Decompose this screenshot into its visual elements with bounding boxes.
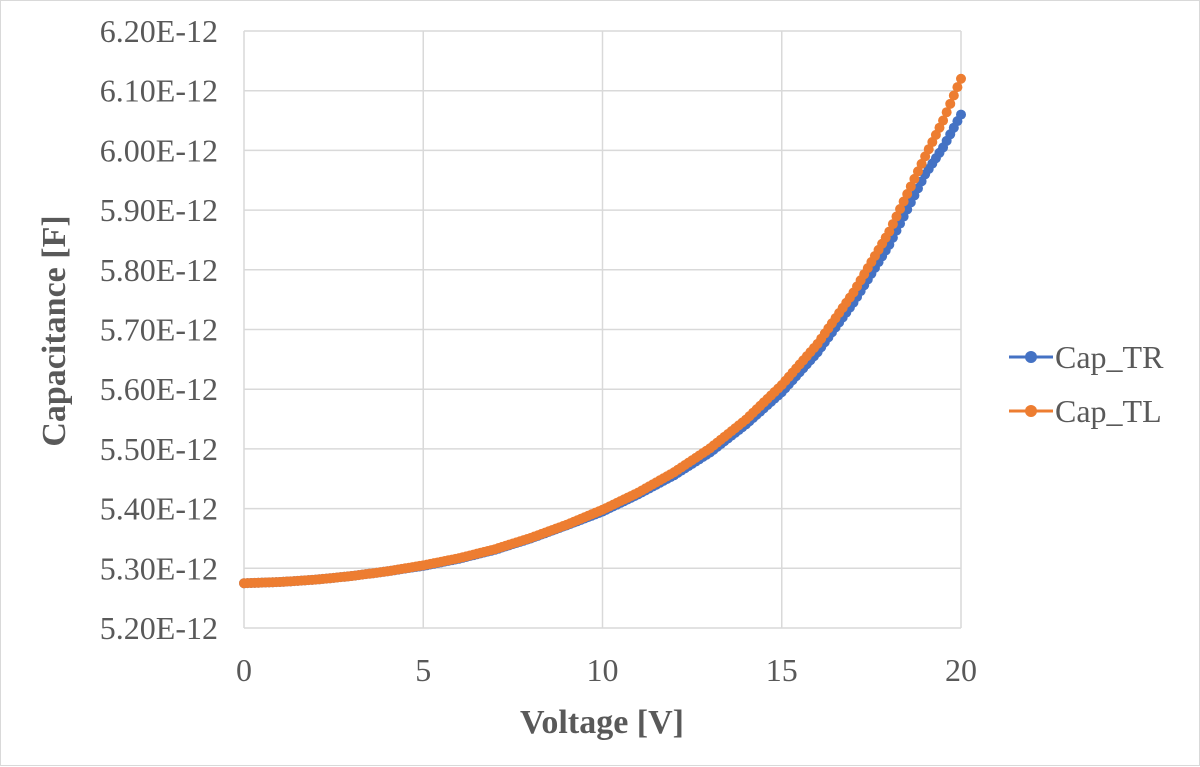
y-tick-label: 6.20E-12 [100, 13, 218, 49]
legend-marker [1025, 351, 1037, 363]
series-cap-tl [239, 73, 966, 589]
legend-marker [1025, 405, 1037, 417]
legend-label: Cap_TR [1055, 339, 1164, 375]
y-tick-label: 5.70E-12 [100, 312, 218, 348]
x-tick-label: 5 [415, 652, 431, 688]
data-point [898, 196, 909, 207]
y-tick-label: 5.80E-12 [100, 252, 218, 288]
data-point [916, 158, 927, 169]
data-point [887, 219, 898, 230]
legend-item: Cap_TL [1009, 393, 1162, 429]
x-tick-label: 10 [587, 652, 619, 688]
legend-item: Cap_TR [1009, 339, 1164, 375]
data-point [891, 211, 902, 222]
data-point [956, 73, 966, 84]
x-axis-title: Voltage [V] [520, 704, 684, 741]
data-point [884, 226, 895, 237]
y-tick-label: 5.60E-12 [100, 371, 218, 407]
data-point [909, 173, 920, 184]
data-point [952, 82, 963, 93]
gridlines [243, 30, 962, 629]
y-tick-label: 5.30E-12 [100, 550, 218, 586]
data-point [902, 188, 913, 199]
data-point [895, 204, 906, 215]
data-point [956, 109, 966, 120]
x-tick-label: 0 [236, 652, 252, 688]
y-tick-label: 5.20E-12 [100, 610, 218, 646]
y-tick-label: 5.40E-12 [100, 491, 218, 527]
x-tick-label: 15 [766, 652, 798, 688]
tick-labels: 5.20E-12 5.30E-12 5.40E-12 5.50E-12 5.60E-12… [100, 13, 977, 688]
y-tick-label: 6.00E-12 [100, 132, 218, 168]
x-tick-label: 20 [945, 652, 977, 688]
y-tick-label: 5.90E-12 [100, 192, 218, 228]
y-tick-label: 6.10E-12 [100, 73, 218, 109]
legend-label: Cap_TL [1055, 393, 1162, 429]
y-axis-title: Capacitance [F] [36, 215, 73, 446]
data-point [945, 98, 956, 109]
data-point [948, 90, 959, 101]
data-point [941, 107, 952, 118]
series-markers [239, 73, 966, 589]
y-tick-label: 5.50E-12 [100, 431, 218, 467]
data-point [938, 115, 949, 126]
data-point [905, 181, 916, 192]
data-point [912, 166, 923, 177]
legend: Cap_TR Cap_TL [1009, 339, 1164, 429]
